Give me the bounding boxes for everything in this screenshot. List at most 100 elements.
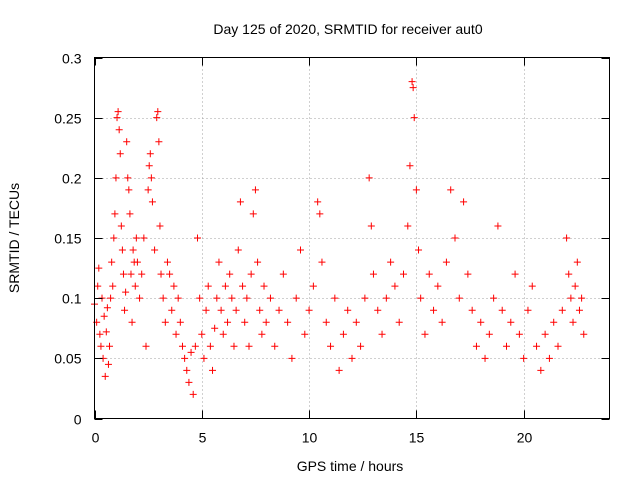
data-point — [243, 294, 251, 302]
data-point — [490, 294, 498, 302]
data-point — [118, 246, 126, 254]
data-point — [232, 306, 240, 314]
data-point — [176, 318, 184, 326]
data-point — [185, 378, 193, 386]
data-point — [251, 186, 259, 194]
data-point — [110, 234, 118, 242]
data-point — [520, 354, 528, 362]
data-point — [374, 306, 382, 314]
data-point — [163, 258, 171, 266]
data-point — [425, 270, 433, 278]
data-point — [104, 360, 112, 368]
data-point — [191, 342, 199, 350]
data-point — [271, 342, 279, 350]
data-point — [421, 330, 429, 338]
data-point — [189, 390, 197, 398]
data-point — [131, 282, 139, 290]
data-point — [511, 270, 519, 278]
data-point — [309, 282, 317, 290]
data-point — [202, 306, 210, 314]
data-point — [284, 318, 292, 326]
data-point — [215, 258, 223, 266]
data-point — [151, 246, 159, 254]
x-tick-label: 20 — [517, 430, 533, 446]
data-point — [327, 342, 335, 350]
data-point — [322, 318, 330, 326]
data-point — [226, 270, 234, 278]
data-point — [156, 222, 164, 230]
y-tick-label: 0 — [74, 412, 82, 428]
data-point — [451, 234, 459, 242]
data-point — [166, 270, 174, 278]
data-point — [138, 270, 146, 278]
data-point — [275, 306, 283, 314]
data-point — [292, 294, 300, 302]
data-point — [200, 354, 208, 362]
x-axis-label: GPS time / hours — [297, 458, 404, 474]
data-point — [206, 342, 214, 350]
data-point — [256, 306, 264, 314]
data-point — [217, 306, 225, 314]
data-point — [113, 114, 121, 122]
data-point — [279, 270, 287, 278]
data-point — [97, 342, 105, 350]
data-point — [314, 198, 322, 206]
data-point — [578, 294, 586, 302]
data-point — [533, 342, 541, 350]
data-point — [183, 366, 191, 374]
data-point — [580, 330, 588, 338]
data-point — [565, 270, 573, 278]
y-axis-label: SRMTID / TECUs — [6, 183, 22, 293]
data-point — [111, 210, 119, 218]
data-point — [126, 210, 134, 218]
data-point — [121, 306, 129, 314]
data-point — [249, 210, 257, 218]
data-point — [550, 318, 558, 326]
data-point — [178, 342, 186, 350]
data-point — [406, 162, 414, 170]
data-point — [378, 330, 386, 338]
data-point — [262, 318, 270, 326]
data-point — [301, 330, 309, 338]
data-point — [507, 318, 515, 326]
plot-frame — [94, 57, 610, 419]
data-point — [412, 186, 420, 194]
data-point — [109, 282, 117, 290]
data-point — [404, 222, 412, 230]
data-point — [106, 342, 114, 350]
x-tick-label: 15 — [409, 430, 425, 446]
data-point — [153, 114, 161, 122]
data-point — [161, 318, 169, 326]
data-point — [144, 186, 152, 194]
data-point — [103, 304, 111, 312]
x-tick-label: 10 — [302, 430, 318, 446]
data-point — [132, 234, 140, 242]
data-point — [129, 246, 137, 254]
data-point — [348, 354, 356, 362]
data-point — [234, 246, 242, 254]
data-point — [288, 354, 296, 362]
y-tick-label: 0.05 — [54, 351, 81, 367]
data-point — [387, 258, 395, 266]
data-point — [438, 318, 446, 326]
data-point — [102, 328, 110, 336]
data-point — [477, 318, 485, 326]
y-tick-label: 0.3 — [62, 51, 82, 67]
data-point — [524, 306, 532, 314]
data-point — [108, 258, 116, 266]
data-point — [485, 330, 493, 338]
data-point — [357, 342, 365, 350]
data-point — [221, 282, 229, 290]
data-point — [127, 270, 135, 278]
data-point — [228, 294, 236, 302]
data-point — [430, 306, 438, 314]
data-point — [331, 294, 339, 302]
data-point — [100, 312, 108, 320]
data-point — [297, 246, 304, 254]
x-tick-label: 0 — [92, 430, 100, 446]
data-point — [352, 318, 360, 326]
data-point — [395, 318, 403, 326]
data-point — [344, 306, 352, 314]
data-point — [316, 210, 324, 218]
